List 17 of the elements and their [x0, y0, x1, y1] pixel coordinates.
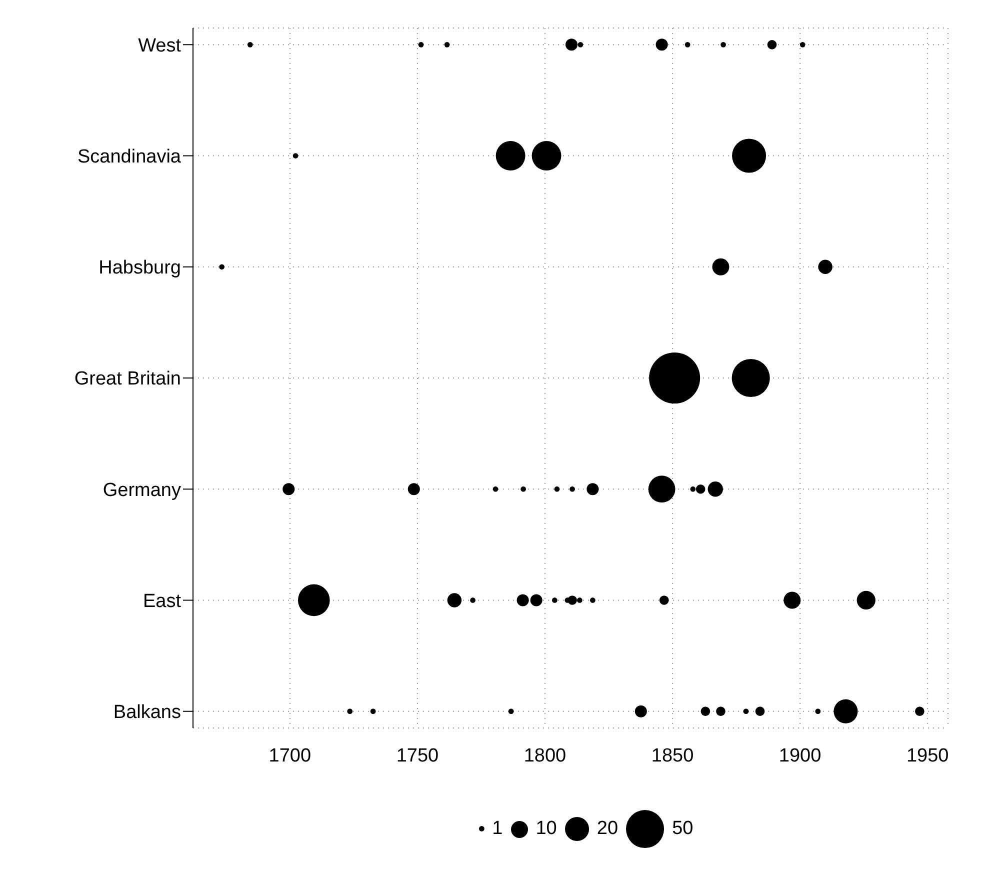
legend-label: 20: [596, 818, 618, 840]
x-tick-label: 1800: [524, 745, 566, 766]
y-tick-label: Balkans: [113, 702, 181, 724]
legend-label: 50: [672, 818, 694, 840]
x-tick-label: 1950: [906, 745, 949, 766]
y-tick-label: Great Britain: [74, 368, 181, 390]
legend-label: 10: [536, 818, 557, 840]
y-tick-label: Germany: [102, 480, 182, 501]
x-tick-label: 1750: [396, 745, 439, 766]
y-tick-label: East: [142, 590, 182, 612]
x-tick-label: 1850: [651, 745, 694, 766]
x-tick-label: 1700: [268, 745, 312, 766]
x-tick-label: 1900: [778, 745, 822, 766]
y-tick-label: Habsburg: [98, 258, 181, 279]
legend-label: 1: [492, 818, 503, 840]
y-tick-label: Scandinavia: [77, 146, 182, 168]
y-tick-label: West: [138, 35, 182, 56]
